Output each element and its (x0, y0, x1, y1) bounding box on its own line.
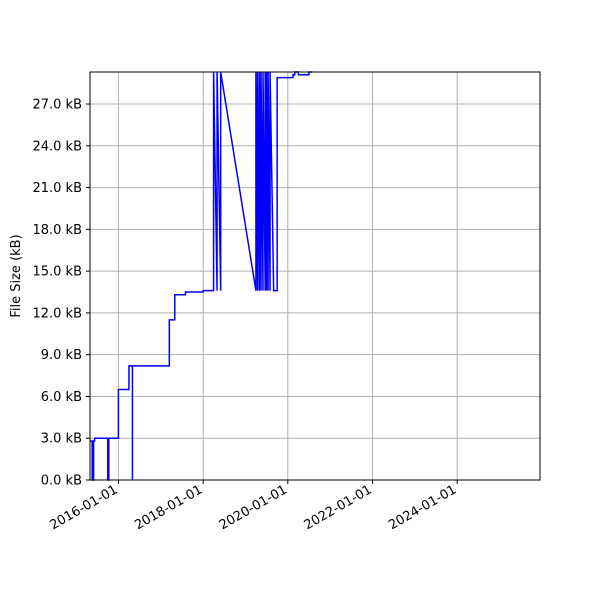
y-tick-label: 18.0 kB (32, 223, 82, 238)
y-tick-label: 3.0 kB (41, 432, 82, 447)
series-layer (90, 71, 313, 481)
y-axis-label: File Size (kB) (9, 234, 24, 317)
y-tick-label: 0.0 kB (41, 474, 82, 489)
y-tick-label: 9.0 kB (41, 348, 82, 363)
y-tick-label: 24.0 kB (32, 139, 82, 154)
plot-area-frame (89, 71, 541, 481)
y-tick-label: 21.0 kB (32, 181, 82, 196)
y-axis-ticks: 0.0 kB 3.0 kB 6.0 kB 9.0 kB 12.0 kB 15.0 kB 18… (32, 98, 90, 489)
y-tick-label: 15.0 kB (32, 265, 82, 280)
y-tick-label: 27.0 kB (32, 98, 82, 113)
series-line-0 (90, 71, 313, 481)
y-tick-label: 6.0 kB (41, 390, 82, 405)
y-tick-label: 12.0 kB (32, 306, 82, 321)
